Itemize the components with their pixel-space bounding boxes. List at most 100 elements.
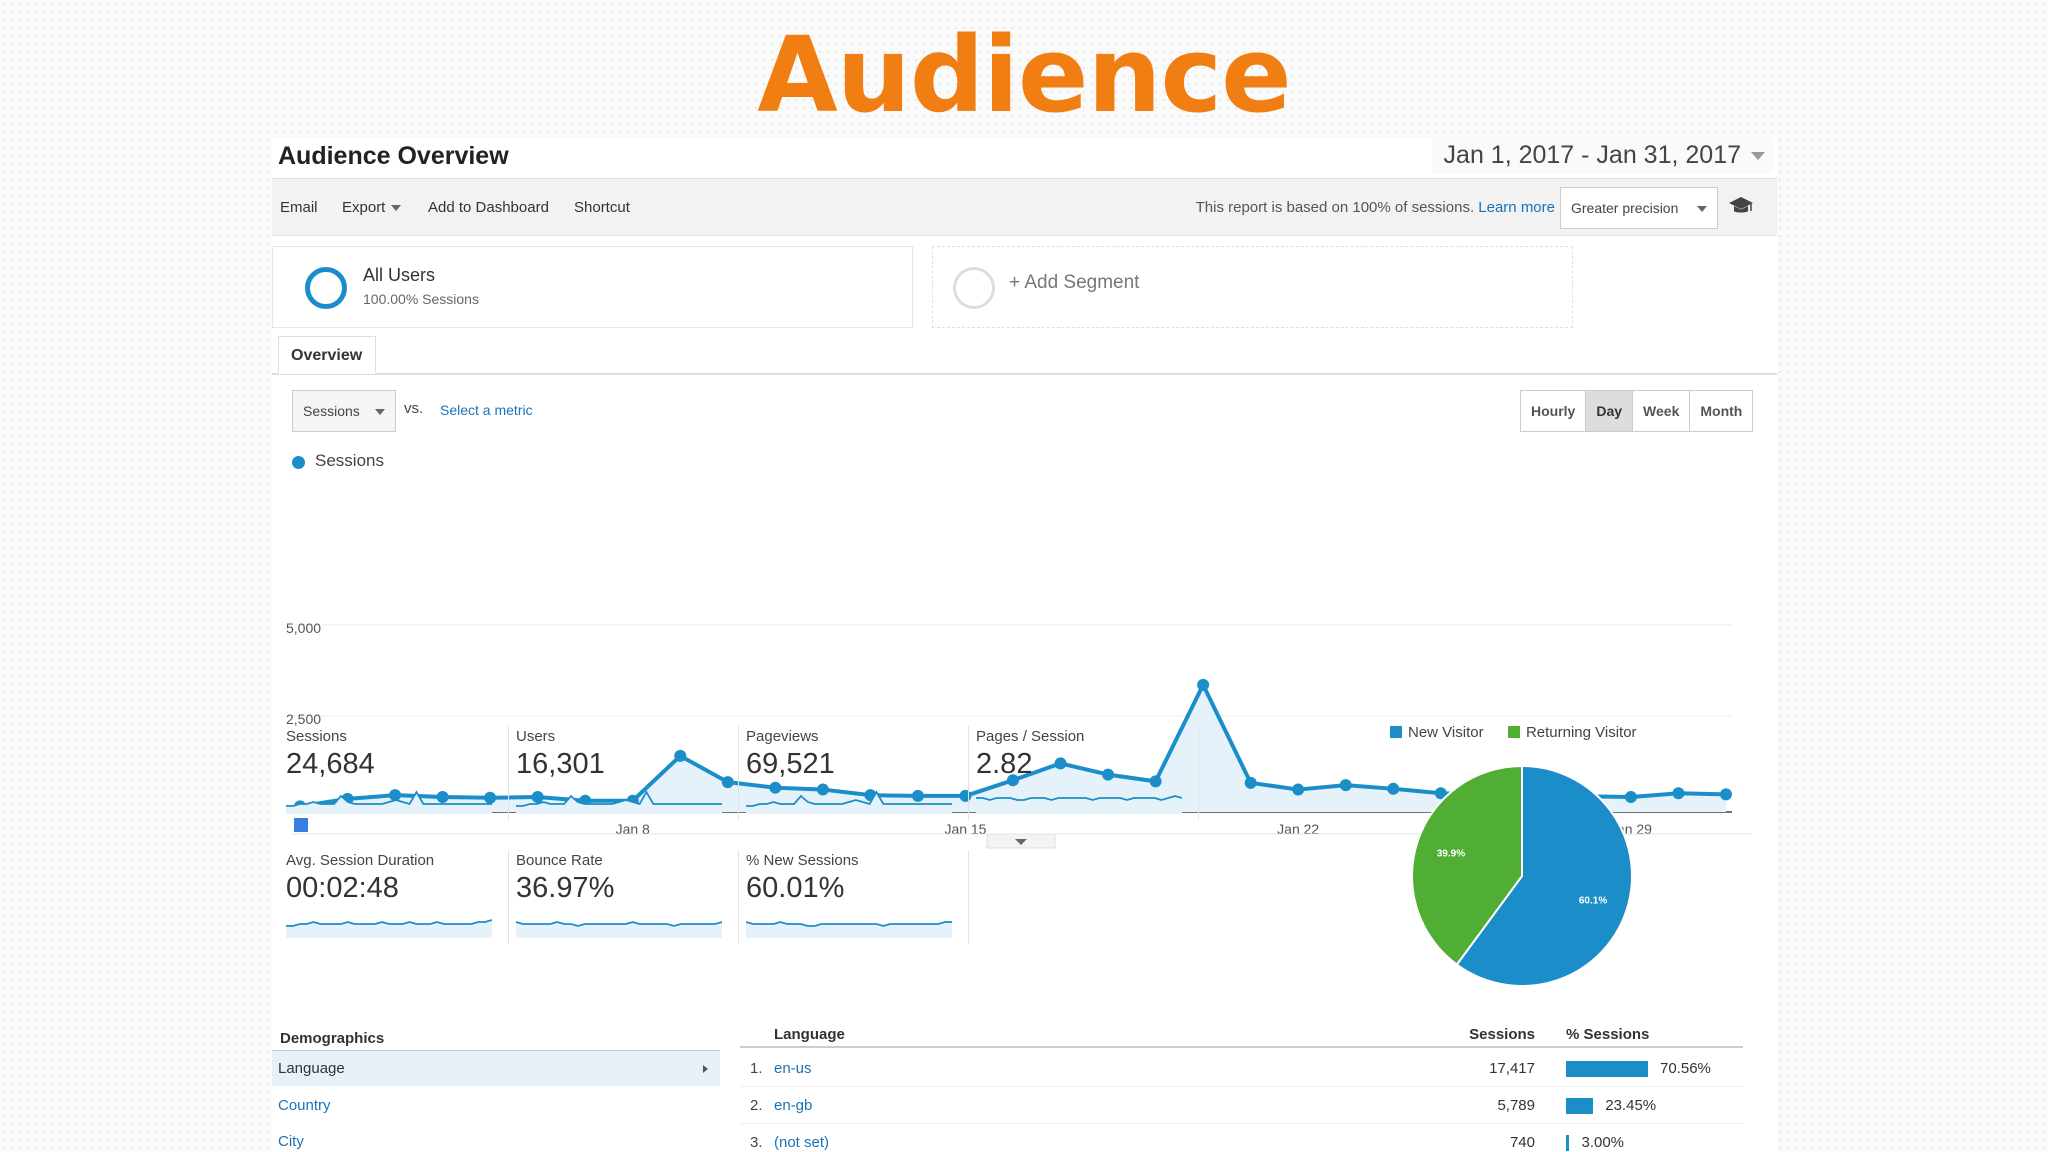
x-tick-label: Jan 8 xyxy=(616,821,650,837)
data-point-jan-19[interactable] xyxy=(1149,775,1162,788)
y-tick-label: 5,000 xyxy=(286,620,321,636)
scorecard-value: 00:02:48 xyxy=(286,872,399,904)
data-point-jan-23[interactable] xyxy=(1339,779,1352,792)
scorecard-value: 60.01% xyxy=(746,872,845,904)
segment-placeholder-icon xyxy=(953,267,995,309)
metric-dropdown[interactable]: Sessions xyxy=(292,390,396,432)
series-legend-swatch xyxy=(292,456,305,469)
data-point-jan-30[interactable] xyxy=(1672,787,1685,800)
sparkline-line xyxy=(976,795,1182,801)
pie-slice-label: 60.1% xyxy=(1579,895,1607,906)
sparkline-line xyxy=(516,790,722,807)
language-link[interactable]: en-gb xyxy=(774,1097,813,1114)
sparkline-line xyxy=(286,790,492,807)
data-point-jan-15[interactable] xyxy=(959,789,972,802)
data-point-jan-21[interactable] xyxy=(1244,776,1257,789)
sessions-share-bar xyxy=(1566,1061,1648,1077)
demographics-item-language[interactable]: Language xyxy=(272,1050,720,1086)
sparkline-area xyxy=(286,792,492,814)
sparkline-area xyxy=(516,792,722,814)
data-point-jan-3[interactable] xyxy=(389,789,402,802)
data-point-jan-5[interactable] xyxy=(484,791,497,804)
data-point-jan-29[interactable] xyxy=(1624,791,1637,804)
sparkline-line xyxy=(746,790,952,807)
row-rank: 3. xyxy=(750,1134,763,1151)
tab-overview[interactable]: Overview xyxy=(278,336,376,374)
demographics-item-country[interactable]: Country xyxy=(278,1097,331,1114)
data-point-jan-9[interactable] xyxy=(674,749,687,762)
data-point-jan-6[interactable] xyxy=(531,791,544,804)
sessions-share-bar xyxy=(1566,1098,1594,1114)
granularity-toggle: Hourly Day Week Month xyxy=(1520,390,1754,432)
scorecard-sparkline xyxy=(746,790,952,814)
chevron-down-icon xyxy=(1015,839,1027,845)
granularity-day[interactable]: Day xyxy=(1586,391,1634,431)
slide-title: Audience xyxy=(757,14,1291,136)
scorecard-label: Pages / Session xyxy=(976,728,1085,745)
language-table-header: Language Sessions % Sessions xyxy=(740,1020,1743,1048)
scorecard-value: 69,521 xyxy=(746,748,835,780)
select-metric-link[interactable]: Select a metric xyxy=(440,402,533,418)
data-point-jan-31[interactable] xyxy=(1720,788,1732,801)
row-sessions: 740 xyxy=(1509,1134,1535,1151)
chevron-down-icon xyxy=(1751,152,1765,160)
language-link[interactable]: (not set) xyxy=(774,1134,830,1151)
export-label: Export xyxy=(342,199,386,216)
data-point-jan-22[interactable] xyxy=(1292,783,1305,796)
data-point-jan-20[interactable] xyxy=(1197,678,1210,691)
range-handle-icon[interactable] xyxy=(294,818,308,832)
y-tick-label: 2,500 xyxy=(286,711,321,727)
data-point-jan-12[interactable] xyxy=(816,783,829,796)
date-range-picker[interactable]: Jan 1, 2017 - Jan 31, 2017 xyxy=(1431,138,1773,174)
language-link[interactable]: en-us xyxy=(774,1060,812,1077)
metric-label: Sessions xyxy=(303,403,360,419)
legend-new-visitor: New Visitor xyxy=(1408,724,1484,741)
demographics-item-city[interactable]: City xyxy=(278,1133,304,1150)
legend-swatch-new xyxy=(1390,726,1402,738)
segment-name: All Users xyxy=(363,265,436,285)
scorecard-sparkline xyxy=(976,795,1182,814)
scorecard-label: Users xyxy=(516,728,556,745)
data-point-jan-4[interactable] xyxy=(436,791,449,804)
scorecard-divider xyxy=(968,726,969,820)
data-point-jan-16[interactable] xyxy=(1007,774,1019,787)
data-point-jan-25[interactable] xyxy=(1434,787,1447,800)
pie-slice-returning-visitor[interactable] xyxy=(1411,764,1523,966)
chevron-down-icon xyxy=(391,205,402,212)
table-row: 1. en-us 17,417 70.56% xyxy=(740,1050,1743,1087)
legend-swatch-returning xyxy=(1507,726,1520,738)
data-point-jan-11[interactable] xyxy=(769,781,782,794)
data-point-jan-18[interactable] xyxy=(1102,768,1115,781)
granularity-hourly[interactable]: Hourly xyxy=(1521,391,1587,431)
precision-dropdown[interactable]: Greater precision xyxy=(1560,187,1718,229)
data-point-jan-10[interactable] xyxy=(721,776,734,789)
data-point-jan-17[interactable] xyxy=(1054,757,1067,770)
legend-returning-visitor: Returning Visitor xyxy=(1525,724,1637,741)
email-button[interactable]: Email xyxy=(280,199,318,216)
pie-slice-new-visitor[interactable] xyxy=(1455,764,1633,987)
segment-all-users[interactable]: All Users 100.00% Sessions xyxy=(272,246,913,328)
scorecard-sparkline xyxy=(516,790,722,814)
scorecard-label: Sessions xyxy=(286,728,347,745)
graduation-cap-icon[interactable] xyxy=(1728,195,1754,217)
analytics-panel: Audience Overview Jan 1, 2017 - Jan 31, … xyxy=(272,138,1777,1152)
scorecard-divider xyxy=(738,726,739,820)
export-button[interactable]: Export xyxy=(342,199,402,216)
pie-slice-label: 39.9% xyxy=(1437,849,1465,860)
scorecard-sparkline xyxy=(746,921,952,938)
x-tick-label: Jan 22 xyxy=(1277,821,1319,837)
scorecard-sparkline xyxy=(286,790,492,814)
data-point-jan-14[interactable] xyxy=(911,789,924,802)
row-pct-sessions: 3.00% xyxy=(1581,1134,1625,1151)
sparkline-line xyxy=(516,921,722,927)
data-point-jan-24[interactable] xyxy=(1387,782,1400,795)
col-sessions: Sessions xyxy=(1469,1026,1535,1043)
shortcut-button[interactable]: Shortcut xyxy=(574,199,630,216)
sparkline-area xyxy=(516,922,722,938)
add-segment-button[interactable]: + Add Segment xyxy=(932,246,1573,328)
learn-more-link[interactable]: Learn more xyxy=(1478,199,1555,216)
demographics-heading: Demographics xyxy=(280,1030,385,1047)
granularity-month[interactable]: Month xyxy=(1690,391,1753,431)
add-to-dashboard-button[interactable]: Add to Dashboard xyxy=(428,199,549,216)
granularity-week[interactable]: Week xyxy=(1633,391,1691,431)
